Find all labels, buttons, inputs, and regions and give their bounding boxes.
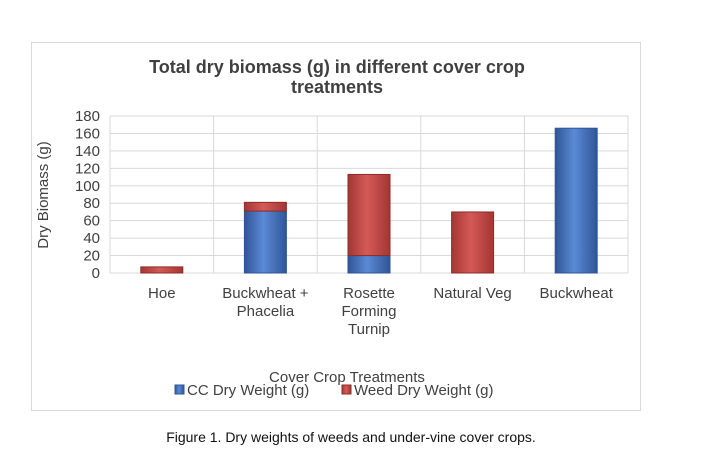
x-tick-label: Rosette [343, 285, 395, 302]
stacked-bar-chart: Total dry biomass (g) in different cover… [35, 57, 629, 399]
y-tick-label: 20 [83, 248, 100, 265]
x-tick-label: Phacelia [237, 303, 295, 320]
bar-weed-segment [140, 266, 184, 274]
chart-frame: Total dry biomass (g) in different cover… [31, 42, 641, 411]
x-tick-label: Forming [341, 303, 396, 320]
x-tick-label: Natural Veg [433, 285, 511, 302]
x-tick-labels: Hoe Buckwheat +Phacelia RosetteFormingTurn… [148, 285, 614, 338]
y-tick-label: 180 [75, 108, 100, 125]
chart-title-line-2: treatments [291, 77, 383, 97]
figure-caption: Figure 1. Dry weights of weeds and under… [166, 429, 536, 445]
y-tick-label: 40 [83, 230, 100, 247]
y-tick-label: 160 [75, 125, 100, 142]
y-axis-label: Dry Biomass (g) [35, 141, 52, 249]
y-tick-label: 60 [83, 213, 100, 230]
chart-title-line-1: Total dry biomass (g) in different cover… [149, 57, 525, 77]
x-tick-label: Buckwheat [540, 285, 614, 302]
bar-weed-segment [347, 173, 391, 257]
legend-swatch [174, 384, 185, 395]
y-tick-label: 120 [75, 160, 100, 177]
bar-weed-segment [451, 211, 495, 274]
x-tick-label: Buckwheat + [222, 285, 309, 302]
y-tick-label: 0 [92, 265, 100, 282]
y-tick-label: 140 [75, 143, 100, 160]
legend-label: CC Dry Weight (g) [187, 382, 309, 399]
bars [140, 127, 598, 274]
legend-label: Weed Dry Weight (g) [354, 382, 494, 399]
y-tick-label: 100 [75, 178, 100, 195]
bar-cc-segment [554, 127, 598, 274]
legend: CC Dry Weight (g) Weed Dry Weight (g) [174, 382, 494, 399]
x-tick-label: Turnip [348, 321, 390, 338]
legend-swatch [341, 384, 352, 395]
bar-weed-segment [243, 201, 287, 212]
x-axis-label: Cover Crop Treatments [269, 369, 425, 386]
bar-cc-segment [243, 210, 287, 274]
bar-cc-segment [347, 255, 391, 274]
x-tick-label: Hoe [148, 285, 176, 302]
y-tick-label: 80 [83, 195, 100, 212]
